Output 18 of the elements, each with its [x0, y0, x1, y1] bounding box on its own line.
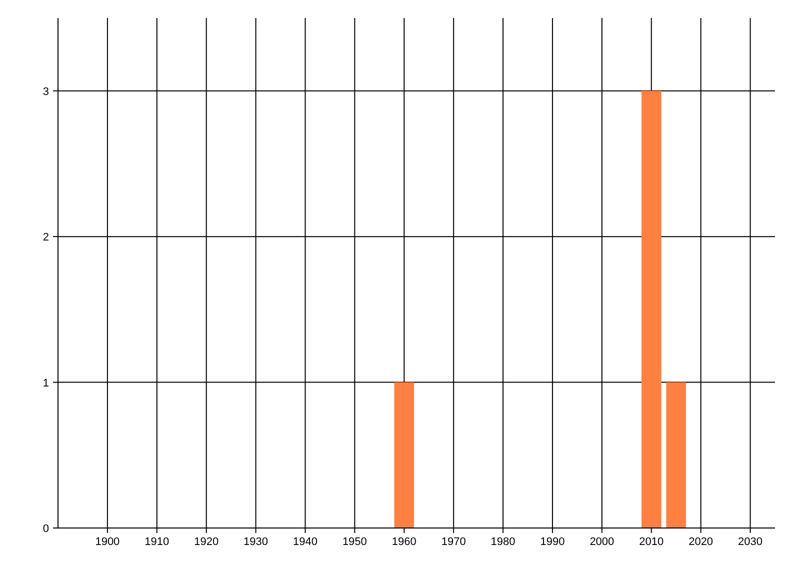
x-tick-label: 2020 [688, 536, 714, 548]
x-tick-label: 1950 [342, 536, 367, 548]
x-tick-label: 2010 [639, 536, 664, 548]
x-tick-label: 1910 [144, 536, 170, 548]
x-tick-label: 1980 [490, 536, 516, 548]
x-tick-label: 1990 [540, 536, 565, 548]
x-tick-label: 1930 [244, 536, 268, 548]
x-tick-label: 1960 [392, 536, 416, 548]
y-tick-label: 2 [42, 232, 49, 244]
x-tick-label: 1970 [441, 536, 466, 548]
x-tick-label: 2030 [738, 536, 763, 548]
y-tick-label: 0 [42, 523, 49, 535]
x-tick-label: 1900 [95, 536, 120, 548]
x-tick-label: 1920 [194, 536, 219, 548]
x-tick-label: 1940 [293, 536, 318, 548]
y-tick-label: 3 [42, 86, 49, 98]
y-tick-label: 1 [42, 377, 49, 390]
x-tick-label: 2000 [590, 536, 614, 548]
